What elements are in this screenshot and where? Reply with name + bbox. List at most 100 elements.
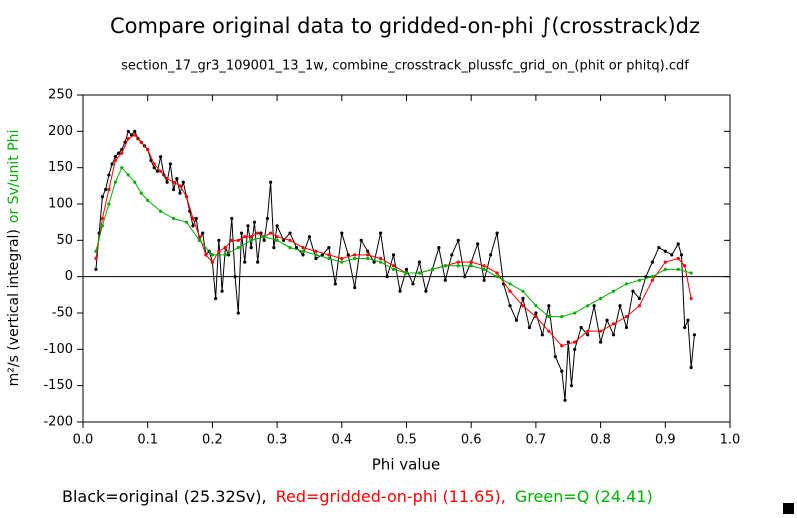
data-point — [120, 151, 124, 155]
data-point — [547, 329, 551, 333]
data-point — [171, 180, 176, 184]
data-point — [385, 275, 389, 279]
y-axis-label-part: or Sv/unit Phi — [6, 130, 22, 223]
data-point — [197, 235, 202, 239]
y-tick-label: -100 — [43, 342, 73, 357]
data-point — [191, 224, 195, 228]
data-point — [120, 166, 124, 170]
data-point — [637, 304, 642, 308]
data-point — [624, 325, 629, 330]
data-point — [521, 296, 525, 301]
data-point — [650, 278, 654, 282]
data-point — [327, 253, 331, 257]
legend-entry: Black=original (25.32Sv), — [62, 487, 267, 506]
data-point — [171, 187, 176, 192]
data-point — [152, 166, 156, 170]
data-point — [133, 129, 137, 133]
data-point — [94, 249, 98, 253]
data-point — [275, 235, 279, 239]
data-point — [624, 282, 629, 286]
data-point — [236, 246, 240, 250]
data-point — [294, 246, 299, 250]
data-point — [139, 191, 143, 195]
data-point — [586, 304, 590, 308]
data-point — [514, 318, 519, 322]
data-point — [184, 220, 189, 224]
data-point — [217, 238, 221, 242]
data-point — [508, 304, 512, 308]
data-point — [353, 253, 357, 257]
x-tick-label: 0.7 — [526, 433, 547, 448]
data-point — [353, 256, 357, 261]
data-point — [689, 365, 693, 370]
data-point — [133, 180, 137, 184]
data-point — [178, 184, 182, 188]
data-point — [527, 325, 532, 330]
data-point — [301, 253, 305, 257]
data-point — [489, 253, 493, 257]
data-point — [437, 246, 441, 250]
x-tick-label: 0.5 — [396, 433, 417, 448]
data-point — [476, 242, 480, 246]
y-tick-label: 250 — [48, 88, 73, 103]
data-point — [340, 256, 344, 261]
y-axis-label: m²/s (vertical integral) or Sv/unit Phi — [6, 130, 22, 387]
data-point — [100, 224, 105, 228]
data-point — [220, 289, 224, 293]
series-line — [95, 130, 695, 401]
data-point — [256, 260, 260, 264]
data-point — [379, 256, 383, 261]
data-point — [482, 278, 486, 282]
data-point — [230, 238, 234, 242]
data-point — [214, 296, 218, 301]
data-point — [314, 249, 318, 253]
data-point — [333, 282, 337, 286]
data-point — [288, 246, 292, 250]
data-point — [679, 253, 684, 257]
data-point — [191, 216, 195, 221]
data-point — [372, 260, 376, 264]
data-point — [359, 238, 363, 242]
x-tick-label: 0.4 — [331, 433, 352, 448]
data-point — [175, 176, 179, 181]
data-point — [314, 256, 318, 261]
series-line — [95, 134, 692, 347]
data-point — [239, 231, 244, 235]
data-point — [301, 249, 305, 253]
data-point — [605, 318, 609, 322]
data-point — [230, 216, 234, 221]
data-point — [469, 264, 473, 268]
data-point — [560, 344, 564, 348]
data-point — [327, 256, 331, 261]
data-point — [288, 231, 292, 235]
data-point — [320, 253, 324, 257]
data-point — [107, 202, 111, 206]
data-point — [683, 325, 687, 330]
data-point — [650, 275, 654, 279]
data-point — [204, 253, 208, 257]
data-point — [456, 238, 460, 242]
data-point — [340, 260, 344, 264]
data-point — [269, 231, 273, 235]
data-point — [139, 140, 143, 144]
data-point — [573, 340, 577, 344]
data-point — [210, 253, 214, 257]
data-point — [113, 155, 117, 159]
data-point — [599, 296, 603, 301]
data-point — [611, 322, 616, 326]
data-point — [566, 340, 570, 344]
data-point — [126, 173, 130, 177]
data-point — [194, 216, 198, 221]
data-point — [249, 246, 253, 250]
data-point — [398, 289, 402, 293]
legend-entry: Green=Q (24.41) — [515, 487, 653, 506]
data-point — [586, 333, 590, 337]
data-point — [676, 242, 680, 246]
data-point — [547, 304, 551, 308]
data-point — [94, 267, 98, 271]
data-point — [404, 267, 409, 271]
data-point — [560, 315, 564, 319]
data-point — [663, 267, 667, 271]
data-point — [534, 304, 538, 308]
plot-frame — [82, 94, 731, 423]
